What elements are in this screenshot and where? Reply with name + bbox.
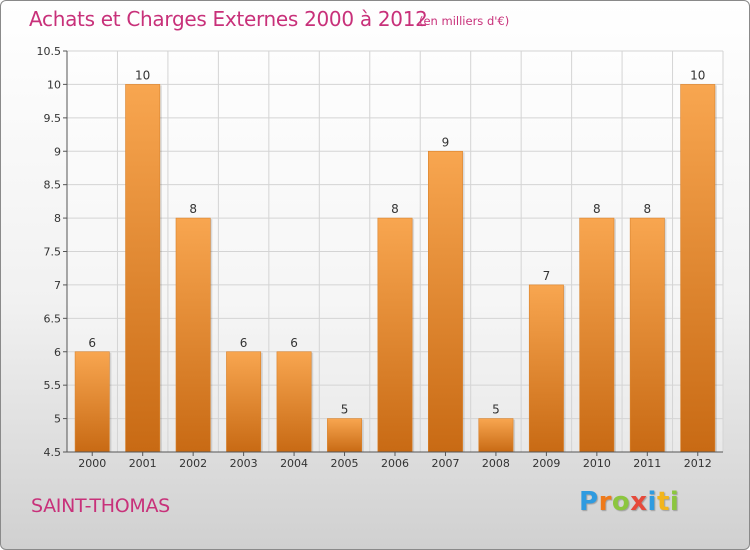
bar-value-label: 10 — [135, 68, 150, 82]
logo-letter: t — [656, 487, 670, 517]
bar-value-label: 9 — [442, 135, 450, 149]
y-tick-label: 8 — [54, 212, 61, 225]
axes — [63, 50, 723, 456]
y-tick-label: 6.5 — [44, 312, 62, 325]
x-tick-label: 2010 — [583, 457, 611, 470]
bar-value-label: 8 — [391, 202, 399, 216]
bar — [478, 418, 514, 453]
x-tick-label: 2002 — [179, 457, 207, 470]
bar — [528, 284, 564, 453]
logo-letter: i — [647, 487, 657, 517]
bar-value-label: 6 — [290, 336, 298, 350]
logo-letter: P — [579, 487, 599, 517]
y-tick-label: 7 — [54, 279, 61, 292]
bar — [579, 217, 615, 453]
chart-title: Achats et Charges Externes 2000 à 2012 — [29, 7, 428, 31]
place-name: SAINT-THOMAS — [31, 495, 170, 517]
y-tick-label: 7.5 — [44, 246, 62, 259]
bar — [428, 150, 463, 453]
x-tick-label: 2007 — [431, 457, 459, 470]
logo-letter: o — [611, 487, 631, 517]
x-tick-label: 2003 — [230, 457, 258, 470]
x-tick-label: 2000 — [78, 457, 106, 470]
bar — [377, 217, 413, 453]
y-tick-label: 5 — [54, 413, 61, 426]
bar — [327, 418, 362, 453]
x-tick-label: 2001 — [129, 457, 157, 470]
x-tick-label: 2006 — [381, 457, 409, 470]
logo-letter: x — [630, 487, 648, 517]
bars — [74, 84, 717, 453]
bar-value-label: 10 — [690, 68, 705, 82]
y-tick-label: 9.5 — [44, 112, 62, 125]
bar — [74, 351, 110, 453]
y-tick-label: 8.5 — [44, 179, 62, 192]
bar-value-label: 7 — [543, 269, 551, 283]
bar-value-label: 5 — [341, 403, 349, 417]
bar-value-label: 8 — [593, 202, 601, 216]
bar-value-label: 8 — [643, 202, 651, 216]
bar — [276, 351, 312, 453]
y-tick-label: 10.5 — [37, 45, 62, 58]
proxiti-logo[interactable]: Proxiti — [579, 487, 679, 517]
bar-value-label: 8 — [189, 202, 197, 216]
y-tick-label: 10 — [47, 78, 61, 91]
chart-subtitle: (en milliers d'€) — [419, 14, 510, 28]
y-tick-label: 5.5 — [44, 379, 62, 392]
x-tick-label: 2008 — [482, 457, 510, 470]
bar — [226, 351, 262, 453]
x-tick-label: 2011 — [633, 457, 661, 470]
bar-value-label: 6 — [88, 336, 96, 350]
bar-value-label: 5 — [492, 403, 500, 417]
y-tick-label: 9 — [54, 145, 61, 158]
y-tick-label: 4.5 — [44, 446, 62, 459]
bar-value-label: 6 — [240, 336, 248, 350]
logo-letter: i — [669, 487, 680, 517]
logo-letter: r — [598, 487, 612, 517]
bar — [629, 217, 665, 453]
x-tick-label: 2004 — [280, 457, 308, 470]
bar — [125, 84, 161, 453]
y-tick-label: 6 — [54, 346, 61, 359]
bar — [680, 84, 716, 453]
x-tick-label: 2005 — [331, 457, 359, 470]
x-tick-label: 2012 — [684, 457, 712, 470]
labels: 4.5 5 5.5 6 6.5 7 7.5 8 8.5 9 9.5 10 10.5 6 2000 10 2001… — [37, 45, 712, 470]
x-tick-label: 2009 — [532, 457, 560, 470]
bar — [175, 217, 211, 453]
